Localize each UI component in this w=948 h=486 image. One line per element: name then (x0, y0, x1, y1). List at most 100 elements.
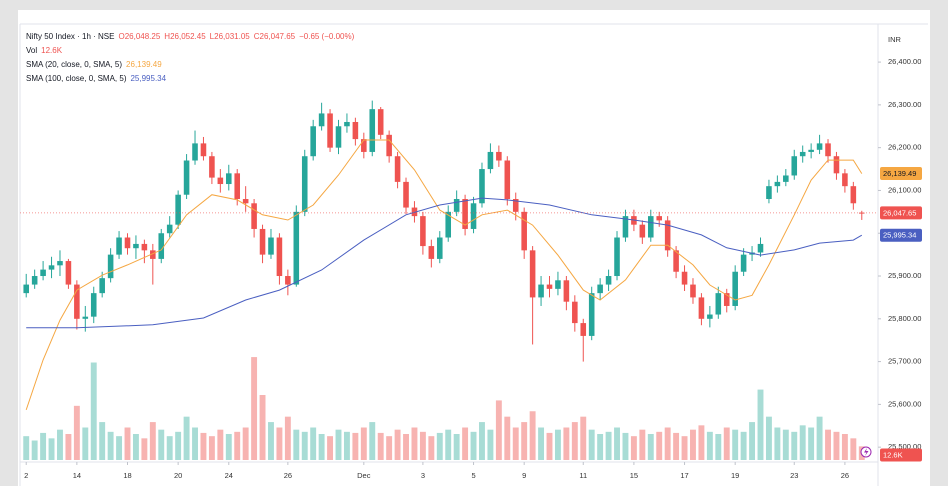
volume-bar (234, 431, 241, 460)
candle-body (74, 284, 80, 319)
candle-body (301, 156, 308, 212)
volume-bar (580, 416, 587, 460)
candle-body (487, 151, 494, 170)
x-tick-label: 17 (680, 471, 688, 480)
x-tick-label: 11 (579, 471, 587, 480)
candle-body (344, 121, 350, 127)
volume-bar (563, 427, 570, 460)
sma-legend: SMA (100, close, 0, SMA, 5) 25,995.34 (26, 74, 167, 83)
candle-body (470, 203, 477, 229)
candle-body (327, 113, 333, 148)
volume-bar (419, 431, 426, 460)
volume-bar (521, 422, 528, 460)
candle-body (783, 175, 789, 182)
volume-bar (538, 427, 545, 460)
candle-body (192, 143, 198, 161)
candle-body (403, 181, 409, 208)
x-tick-label: 26 (841, 471, 849, 480)
y-tick-label: 26,300.00 (888, 100, 921, 109)
currency-label: INR (888, 35, 902, 44)
candle-body (158, 233, 165, 259)
volume-bar (225, 434, 232, 460)
volume-legend-value: 12.6K (41, 46, 63, 55)
candle-body (276, 237, 283, 277)
candle-body (377, 109, 384, 135)
candle-body (259, 228, 266, 255)
volume-bar (57, 429, 63, 460)
volume-bar (327, 436, 334, 460)
last-price-tag: 26,047.65 (883, 208, 916, 217)
volume-bar (765, 416, 772, 460)
candle-body (521, 211, 527, 251)
volume-bar (495, 400, 502, 460)
volume-bar (487, 429, 494, 460)
volume-bar (757, 389, 764, 460)
candle-body (740, 254, 747, 272)
volume-bar (276, 427, 283, 460)
candle-body (462, 199, 468, 229)
candle-body (420, 216, 426, 247)
y-tick-label: 25,500.00 (888, 442, 921, 451)
candle-body (150, 250, 156, 259)
volume-bar (706, 431, 713, 460)
candle-body (850, 186, 857, 204)
x-tick-label: Dec (357, 471, 371, 480)
volume-bar (841, 434, 848, 460)
volume-bar (394, 429, 401, 460)
volume-bar (318, 434, 325, 460)
candle-body (639, 224, 646, 238)
sma-legend-name: SMA (20, close, 0, SMA, 5) (26, 60, 122, 69)
candle-body (386, 134, 392, 157)
volume-bar (571, 422, 578, 460)
candle-body (209, 156, 215, 178)
volume-bar (192, 427, 198, 460)
candle-body (57, 261, 63, 266)
candle-body (555, 280, 561, 289)
candle-body (698, 297, 705, 319)
volume-legend: Vol 12.6K (26, 46, 63, 55)
sma-legend: SMA (20, close, 0, SMA, 5) 26,139.49 (26, 60, 162, 69)
candle-body (23, 284, 30, 294)
volume-bar (732, 429, 739, 460)
volume-bar (23, 436, 30, 460)
candle-body (690, 284, 696, 298)
header-item: Nifty 50 Index · 1h · NSE (26, 32, 114, 41)
candle-body (453, 199, 460, 212)
volume-bar (453, 434, 460, 460)
candle-body (512, 199, 519, 212)
volume-bar (217, 429, 224, 460)
candle-body (318, 113, 325, 127)
header-item: H26,052.45 (164, 32, 206, 41)
volume-bar (774, 427, 781, 460)
candle-body (816, 143, 823, 150)
volume-bar (749, 422, 756, 460)
candle-body (715, 293, 722, 315)
candle-body (580, 323, 587, 336)
candle-body (141, 243, 148, 251)
candle-body (133, 243, 139, 249)
volume-bar (124, 427, 131, 460)
x-tick-label: 18 (123, 471, 131, 480)
x-tick-label: 23 (790, 471, 798, 480)
event-icon-bolt (864, 448, 869, 456)
x-tick-label: 14 (73, 471, 81, 480)
candle-body (673, 250, 679, 272)
labels: INR Nifty 50 Index · 1h · NSE O26,048.25 H… (26, 32, 922, 462)
candle-body (681, 271, 688, 285)
volume-tag: 12.6K (883, 450, 903, 459)
volume-bar (65, 434, 72, 460)
candle-body (605, 276, 612, 285)
volume-bar (301, 431, 308, 460)
candle-body (757, 243, 764, 253)
volume-bar (791, 431, 798, 460)
volume-bar (268, 422, 274, 460)
last-price-tag-bg (880, 206, 922, 220)
y-tick-label: 25,600.00 (888, 399, 921, 408)
volume-bar (529, 411, 536, 460)
candle-body (647, 216, 654, 238)
candle-body (124, 237, 131, 249)
volume-bar (141, 438, 148, 460)
candle-body (369, 109, 376, 152)
x-tick-label: 20 (174, 471, 182, 480)
volume-bar (82, 427, 89, 460)
